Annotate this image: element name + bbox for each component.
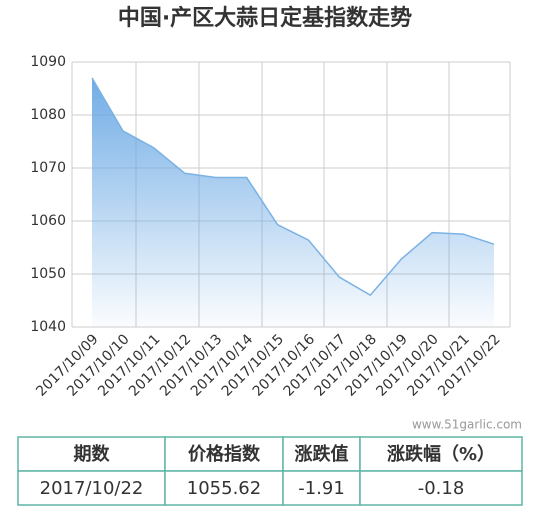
- table-cell: [17, 436, 166, 472]
- y-tick-label: 1070: [30, 160, 66, 176]
- chart-title: 中国·产区大蒜日定基指数走势: [118, 5, 412, 31]
- y-tick-label: 1090: [30, 54, 66, 70]
- table-value: 2017/10/22: [40, 478, 144, 499]
- table-header: 涨跌幅（%）: [387, 443, 495, 465]
- y-tick-label: 1040: [30, 319, 66, 335]
- table-header: 期数: [74, 443, 111, 465]
- y-tick-label: 1080: [30, 107, 66, 123]
- table-cell: [17, 470, 166, 506]
- table-cell: [359, 436, 523, 472]
- line: [91, 77, 495, 297]
- watermark: www.51garlic.com: [412, 418, 522, 432]
- table-cell: [164, 436, 284, 472]
- table-cell: [164, 470, 284, 506]
- table: 期数 价格指数 涨跌值 涨跌幅（%） 2017/10/22 1055.62 -1.91 -0.…: [17, 436, 523, 506]
- table-value: -1.91: [298, 478, 345, 499]
- y-tick-label: 1050: [30, 266, 66, 282]
- table-cell: [359, 470, 523, 506]
- table-header: 涨跌值: [295, 443, 349, 465]
- table-value: -0.18: [418, 478, 465, 499]
- table-header: 价格指数: [188, 443, 261, 465]
- table-value: 1055.62: [187, 478, 261, 499]
- y-tick-label: 1060: [30, 213, 66, 229]
- table-cell: [282, 470, 361, 506]
- area: [92, 77, 494, 328]
